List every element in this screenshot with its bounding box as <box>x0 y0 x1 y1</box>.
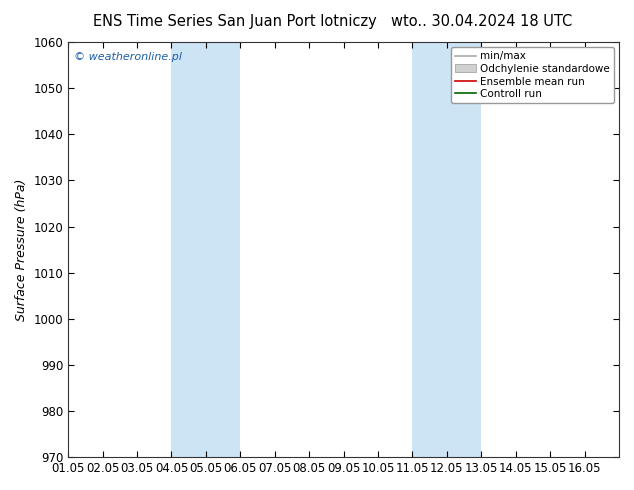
Legend: min/max, Odchylenie standardowe, Ensemble mean run, Controll run: min/max, Odchylenie standardowe, Ensembl… <box>451 47 614 103</box>
Text: ENS Time Series San Juan Port lotniczy: ENS Time Series San Juan Port lotniczy <box>93 14 377 29</box>
Text: wto.. 30.04.2024 18 UTC: wto.. 30.04.2024 18 UTC <box>391 14 573 29</box>
Text: © weatheronline.pl: © weatheronline.pl <box>74 52 182 62</box>
Y-axis label: Surface Pressure (hPa): Surface Pressure (hPa) <box>15 178 28 321</box>
Bar <box>171 42 240 457</box>
Bar <box>413 42 481 457</box>
